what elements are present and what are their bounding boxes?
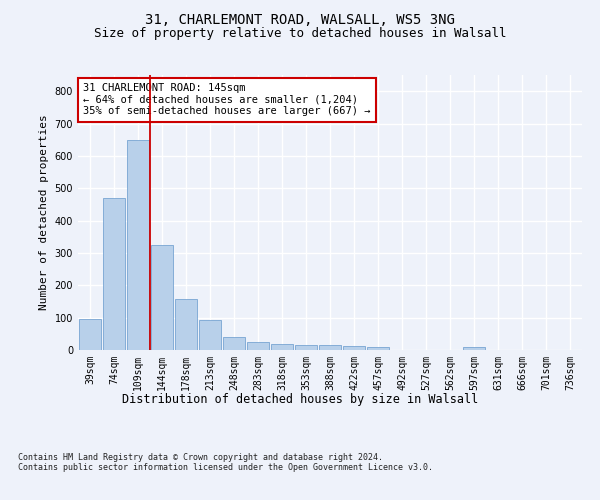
Bar [103, 198, 125, 350]
Bar [295, 345, 317, 350]
Text: Size of property relative to detached houses in Walsall: Size of property relative to detached ho… [94, 28, 506, 40]
Bar [223, 337, 245, 350]
Bar [151, 245, 173, 350]
Bar [343, 346, 365, 350]
Bar [199, 320, 221, 350]
Bar [463, 348, 485, 350]
Bar [367, 347, 389, 350]
Text: Distribution of detached houses by size in Walsall: Distribution of detached houses by size … [122, 392, 478, 406]
Text: 31, CHARLEMONT ROAD, WALSALL, WS5 3NG: 31, CHARLEMONT ROAD, WALSALL, WS5 3NG [145, 12, 455, 26]
Bar [271, 344, 293, 350]
Bar [247, 342, 269, 350]
Text: Contains HM Land Registry data © Crown copyright and database right 2024.
Contai: Contains HM Land Registry data © Crown c… [18, 452, 433, 472]
Bar [127, 140, 149, 350]
Bar [79, 320, 101, 350]
Y-axis label: Number of detached properties: Number of detached properties [39, 114, 49, 310]
Text: 31 CHARLEMONT ROAD: 145sqm
← 64% of detached houses are smaller (1,204)
35% of s: 31 CHARLEMONT ROAD: 145sqm ← 64% of deta… [83, 83, 371, 116]
Bar [175, 299, 197, 350]
Bar [319, 346, 341, 350]
